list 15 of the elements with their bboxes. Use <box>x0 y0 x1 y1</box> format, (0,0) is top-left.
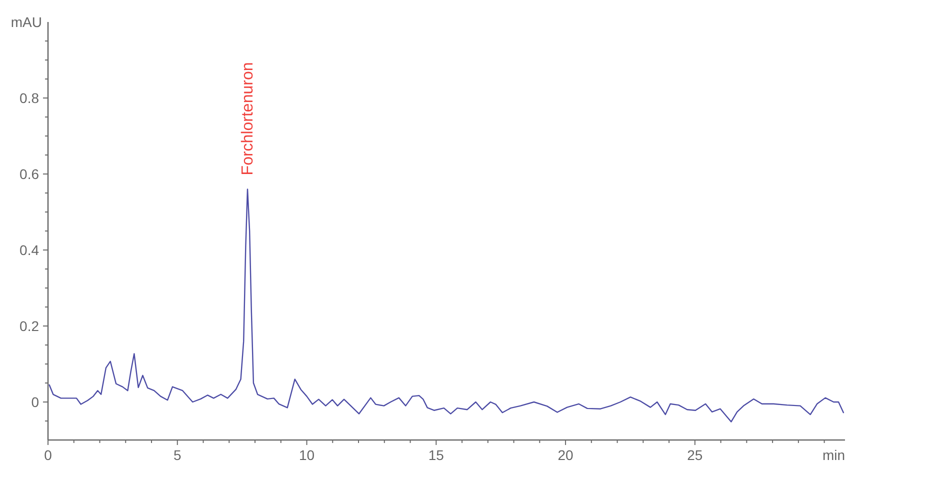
x-tick-label: 5 <box>173 447 182 463</box>
x-tick-label: 20 <box>558 447 574 463</box>
y-tick-label: 0 <box>31 394 40 410</box>
annotation: Forchlortenuron <box>240 62 257 176</box>
y-tick-label: 0.4 <box>20 242 40 258</box>
y-tick-label: 0.6 <box>20 166 40 182</box>
x-tick-label: 25 <box>687 447 703 463</box>
line-series <box>48 188 844 422</box>
x-tick-label: 10 <box>298 447 315 463</box>
x-tick-label: 15 <box>428 447 444 463</box>
y-tick-label: 0.2 <box>20 318 40 334</box>
x-axis-title: min <box>822 447 845 463</box>
x-tick-label: 0 <box>44 447 52 463</box>
y-axis-title: mAU <box>10 14 42 30</box>
y-tick-label: 0.8 <box>20 90 40 106</box>
